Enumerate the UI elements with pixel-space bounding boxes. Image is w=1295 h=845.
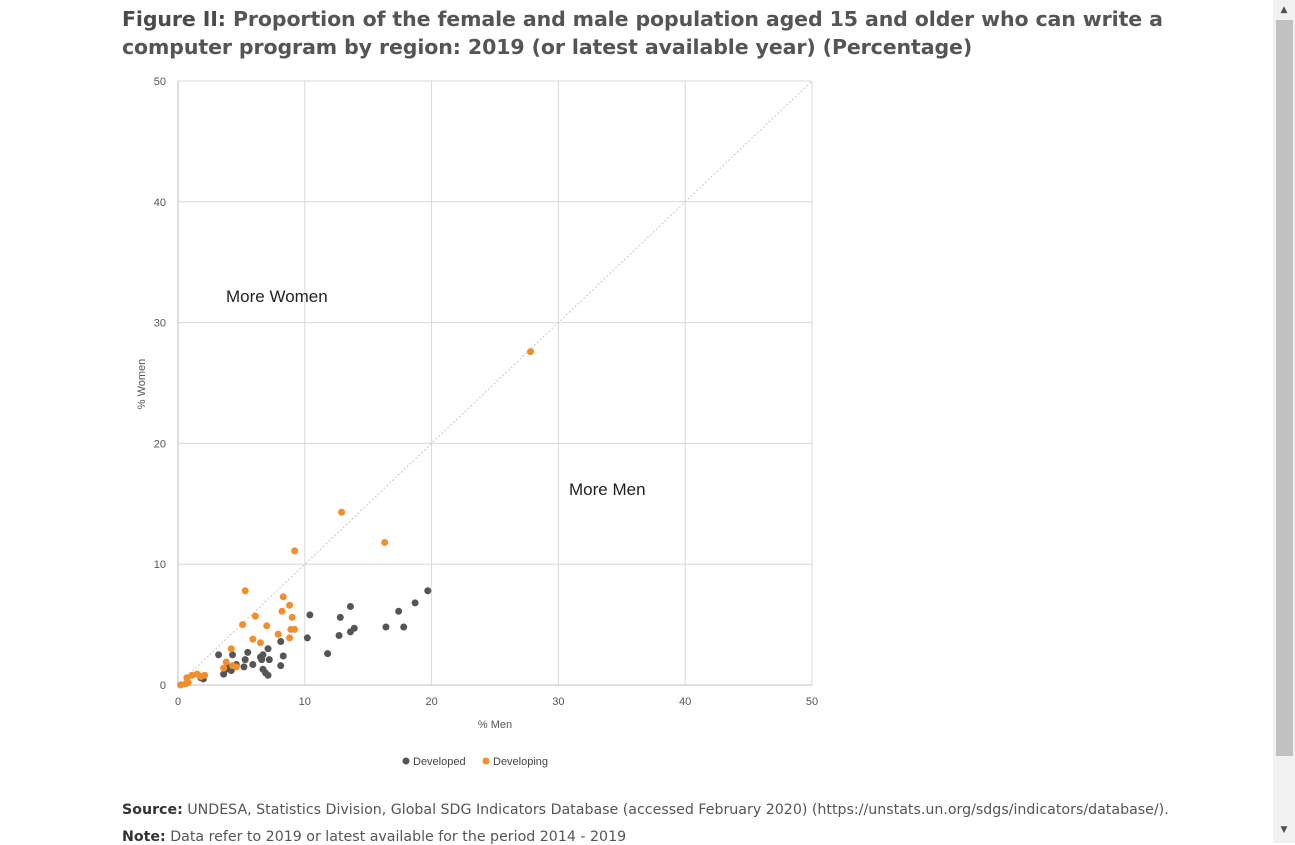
point-developing [201,671,209,679]
point-developing [249,635,257,643]
x-axis-ticks: 0 10 20 30 40 50 [175,696,818,708]
point-developed [215,651,223,659]
point-developing [241,587,249,595]
point-developed [241,656,249,664]
point-developed [264,671,272,679]
chart-gridlines [177,80,813,686]
point-developed [350,624,358,632]
annotation-more-men: More Men [569,480,646,499]
point-developing [278,607,286,615]
point-developed [411,599,419,607]
x-tick-label: 50 [806,696,818,708]
y-tick-label: 50 [154,76,166,88]
point-developing [288,613,296,621]
annotation-more-women: More Women [226,287,328,306]
point-developed [259,651,267,659]
note-line: Note: Data refer to 2019 or latest avail… [122,829,626,845]
y-axis-ticks: 0 10 20 30 40 50 [154,76,166,692]
x-tick-label: 0 [175,696,181,708]
point-developing [220,664,228,672]
point-developing [279,593,287,601]
figure-title: Figure II: Proportion of the female and … [122,5,1242,61]
point-developed [400,623,408,631]
y-tick-label: 0 [160,680,166,692]
scrollbar-thumb[interactable] [1276,20,1293,756]
point-developed [265,656,273,664]
point-developing [232,663,240,671]
legend-label-developed: Developed [413,756,466,768]
point-developed [277,638,285,646]
data-points [177,348,535,689]
point-developing [291,547,299,555]
x-tick-label: 20 [425,696,437,708]
y-tick-label: 40 [154,197,166,209]
x-axis-label: % Men [478,719,512,731]
point-developing [263,622,271,630]
scatter-chart: 0 10 20 30 40 50 0 10 20 30 40 50 % Women % Men Mo… [136,76,818,768]
parity-line [177,80,813,686]
point-developed [424,587,432,595]
y-axis-label: % Women [136,359,148,410]
point-developing [256,639,264,647]
point-developed [335,631,343,639]
figure-label: Figure II: [122,7,226,31]
point-developed [249,660,257,668]
point-developing [251,612,259,620]
chart-legend: Developed Developing [402,756,548,768]
note-label: Note: [122,829,166,845]
point-developed [306,611,314,619]
point-developing [239,621,247,629]
x-tick-label: 10 [299,696,311,708]
point-developed [264,645,272,653]
note-text: Data refer to 2019 or latest available f… [170,829,627,845]
source-line: Source: UNDESA, Statistics Division, Glo… [122,802,1169,818]
point-developing [291,625,299,633]
point-developing [286,601,294,609]
point-developed [277,662,285,670]
point-developing [338,508,346,516]
point-developed [346,602,354,610]
point-developed [229,651,237,659]
point-developed [240,663,248,671]
point-developed [279,652,287,660]
vertical-scrollbar[interactable]: ▲ ▼ [1273,0,1295,843]
point-developed [303,634,311,642]
point-developing [222,658,230,666]
point-developed [395,607,403,615]
point-developed [324,650,332,658]
triangle-up-icon[interactable]: ▲ [1280,5,1288,15]
legend-marker-developed [402,757,410,765]
y-tick-label: 10 [154,559,166,571]
y-tick-label: 20 [154,438,166,450]
triangle-down-icon[interactable]: ▼ [1280,825,1288,835]
point-developing [274,630,282,638]
source-label: Source: [122,802,183,818]
point-developing [227,645,235,653]
point-developed [244,648,252,656]
y-tick-label: 30 [154,318,166,330]
x-tick-label: 40 [679,696,691,708]
point-developing [381,538,389,546]
point-developing [527,348,535,356]
point-developed [382,623,390,631]
legend-label-developing: Developing [493,756,548,768]
x-tick-label: 30 [552,696,564,708]
point-developed [336,613,344,621]
legend-marker-developing [482,757,490,765]
point-developing [286,634,294,642]
figure-title-text: Proportion of the female and male popula… [122,7,1163,59]
source-text: UNDESA, Statistics Division, Global SDG … [187,802,1169,818]
